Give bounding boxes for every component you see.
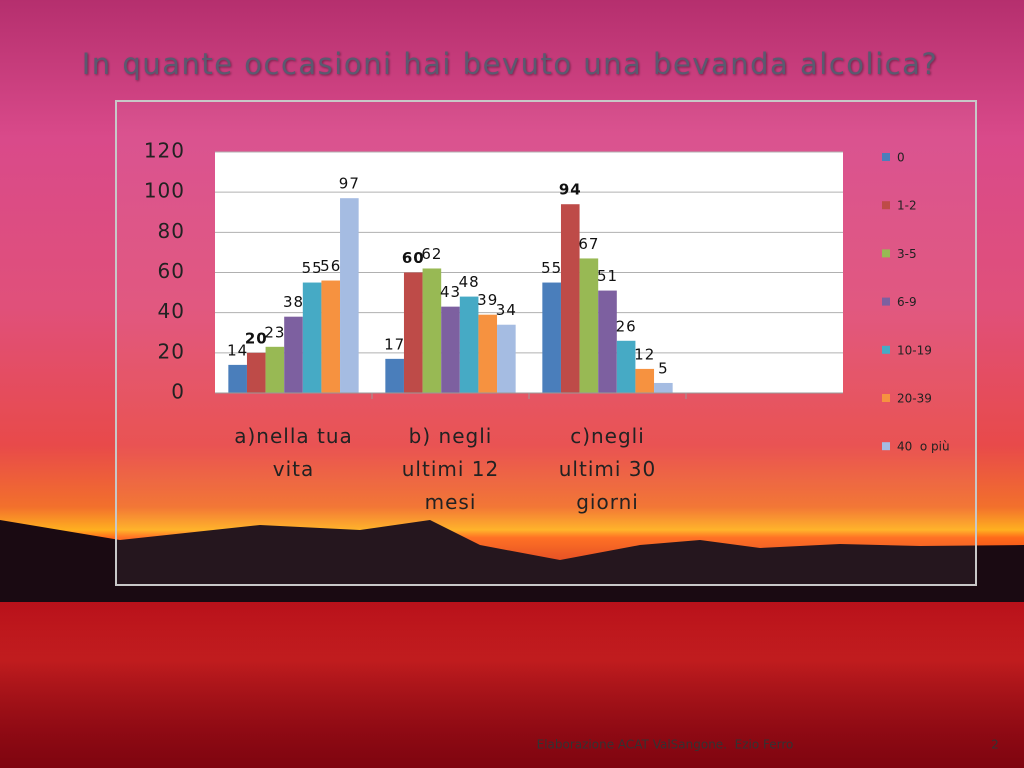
bar: [654, 382, 673, 393]
bar: [560, 204, 580, 393]
legend-label: 1-2: [897, 199, 917, 213]
x-tick-label: a)nella tua vita: [234, 424, 353, 481]
y-tick-label: 120: [144, 139, 185, 163]
data-label: 23: [264, 323, 285, 341]
legend-swatch: [882, 249, 890, 258]
hills: [0, 520, 1024, 602]
bar: [598, 290, 617, 393]
data-label: 39: [477, 291, 498, 309]
data-label: 67: [578, 235, 599, 253]
data-label: 38: [283, 293, 304, 311]
data-label: 62: [421, 245, 442, 263]
data-label: 43: [440, 283, 461, 301]
data-label: 17: [384, 335, 405, 353]
footer-source: Elaborazione ACAT ValSangone. Ezio Ferro: [537, 738, 794, 752]
legend-swatch: [882, 442, 890, 451]
legend-label: 10-19: [897, 343, 932, 357]
legend-swatch: [882, 201, 890, 210]
bar: [635, 368, 655, 393]
bar: [422, 268, 442, 393]
bar: [246, 352, 266, 393]
bar: [579, 258, 599, 393]
data-label: 55: [541, 259, 562, 277]
bar: [321, 280, 341, 393]
data-label: 48: [459, 273, 480, 291]
bar: [265, 346, 285, 393]
bar: [403, 272, 423, 393]
x-tick-label: c)negli ultimi 30 giorni: [558, 424, 657, 514]
bar: [459, 296, 479, 393]
bar: [302, 282, 322, 393]
legend-swatch: [882, 345, 890, 354]
bar: [385, 358, 404, 393]
data-label: 14: [227, 341, 248, 359]
data-label: 26: [616, 317, 637, 335]
data-label: 97: [339, 175, 360, 193]
bar: [542, 282, 561, 393]
legend-swatch: [882, 153, 890, 161]
data-label: 94: [559, 181, 582, 199]
legend-label: 6-9: [897, 295, 917, 309]
data-label: 5: [658, 359, 669, 377]
bar: [616, 340, 636, 393]
chart-title: In quante occasioni hai bevuto una bevan…: [82, 47, 938, 81]
data-label: 34: [496, 301, 517, 319]
bar: [340, 198, 359, 393]
y-tick-label: 80: [158, 219, 185, 243]
legend-label: 20-39: [897, 392, 932, 406]
legend-label: 0: [897, 151, 905, 165]
bar: [284, 316, 303, 393]
page-number: 2: [991, 738, 999, 752]
y-tick-label: 20: [158, 339, 185, 363]
legend-label: 40 o più: [897, 440, 950, 454]
y-tick-label: 100: [144, 179, 185, 203]
data-label: 20: [245, 329, 268, 347]
bar: [497, 324, 516, 393]
data-label: 51: [597, 267, 618, 285]
y-tick-label: 40: [158, 299, 185, 323]
legend-swatch: [882, 394, 890, 402]
data-label: 55: [302, 259, 323, 277]
bar: [441, 306, 460, 393]
data-label: 56: [320, 257, 341, 275]
bar: [478, 314, 498, 393]
data-label: 12: [634, 345, 655, 363]
bar: [228, 364, 247, 393]
data-label: 60: [402, 249, 425, 267]
y-tick-label: 0: [171, 380, 185, 404]
legend-label: 3-5: [897, 247, 917, 261]
legend-swatch: [882, 297, 890, 306]
x-tick-label: b) negli ultimi 12 mesi: [401, 424, 500, 514]
y-tick-label: 60: [158, 259, 185, 283]
